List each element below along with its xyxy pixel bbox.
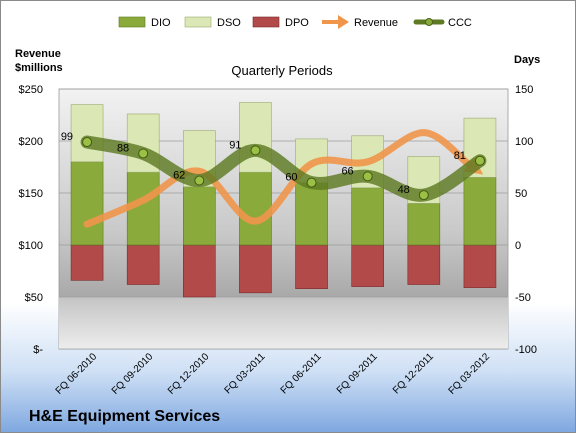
legend-swatch-dpo: [252, 16, 280, 28]
x-tick-label-1: FQ 09-2010: [110, 351, 156, 397]
ccc-point-0: [82, 137, 93, 148]
legend-label-dio: DIO: [151, 17, 171, 29]
right-tick-label-0: -100: [515, 344, 537, 356]
dio-bar-2: [183, 186, 216, 246]
dpo-bar-1: [126, 244, 160, 285]
left-tick-label-5: $250: [19, 84, 43, 96]
legend-item-ccc: CCC: [413, 17, 472, 29]
dio-bar-4: [295, 182, 328, 246]
ccc-data-label-3: 91: [229, 139, 241, 151]
x-tick-label-3: FQ 03-2011: [223, 351, 268, 396]
dio-bar-0: [70, 161, 104, 246]
x-tick-labels: FQ 06-2010 FQ 09-2010 FQ 12-2010 FQ 03-2011…: [54, 351, 493, 397]
ccc-point-4: [306, 177, 317, 188]
revenue-line: [83, 129, 472, 228]
legend: DIO DSO DPO Revenue CCC: [118, 15, 472, 29]
legend-label-dso: DSO: [217, 17, 241, 29]
ccc-point-2: [194, 175, 205, 186]
left-tick-label-4: $200: [19, 136, 43, 148]
legend-label-dpo: DPO: [285, 17, 309, 29]
legend-label-ccc: CCC: [448, 17, 472, 29]
plot-lower-band: [59, 297, 508, 349]
left-axis-label-line1: Revenue: [15, 48, 61, 60]
x-tick-label-6: FQ 12-2011: [391, 351, 436, 396]
ccc-point-7: [474, 155, 485, 166]
ccc-data-label-6: 48: [398, 184, 410, 196]
x-tick-label-5: FQ 09-2011: [335, 351, 380, 396]
dpo-bar-4: [295, 244, 328, 289]
dpo-bar-7: [463, 244, 497, 288]
legend-marker-ccc: [425, 18, 433, 26]
company-name: H&E Equipment Services: [29, 408, 220, 425]
right-tick-label-1: -50: [515, 292, 531, 304]
dio-bar-5: [351, 187, 384, 246]
left-tick-labels: $- $50 $100 $150 $200 $250: [19, 84, 44, 356]
legend-item-dio: DIO: [118, 16, 171, 29]
ccc-data-label-1: 88: [117, 142, 129, 154]
right-axis-label: Days: [514, 54, 540, 66]
left-tick-label-0: $-: [33, 344, 43, 356]
ccc-data-label-5: 66: [341, 165, 353, 177]
legend-swatch-dio: [118, 16, 146, 28]
ccc-data-label-0: 99: [61, 131, 73, 143]
x-tick-label-0: FQ 06-2010: [54, 351, 100, 397]
dpo-bar-3: [239, 244, 272, 294]
dpo-bar-6: [407, 244, 441, 285]
ccc-points: [82, 137, 485, 201]
dso-bar-3: [239, 102, 272, 173]
legend-label-revenue: Revenue: [354, 17, 398, 29]
ccc-data-label-4: 60: [285, 172, 297, 184]
left-tick-label-1: $50: [25, 292, 43, 304]
x-tick-label-2: FQ 12-2010: [166, 351, 212, 397]
x-tick-label-4: FQ 06-2011: [279, 351, 324, 396]
legend-item-dso: DSO: [184, 16, 241, 29]
ccc-data-label-2: 62: [173, 170, 185, 182]
dpo-bar-0: [70, 244, 104, 281]
legend-arrow-revenue: [338, 15, 349, 29]
dpo-bar-2: [183, 244, 216, 298]
ccc-point-1: [138, 148, 149, 159]
legend-item-revenue: Revenue: [322, 15, 398, 29]
right-tick-label-4: 100: [515, 136, 533, 148]
ccc-point-5: [362, 171, 373, 182]
chart-title: Quarterly Periods: [231, 63, 333, 78]
right-tick-label-2: 0: [515, 240, 521, 252]
dso-bar-0: [70, 104, 104, 163]
dio-bar-6: [407, 203, 441, 246]
data-labels: 99 88 62 91 60 66 48 81: [61, 131, 466, 196]
right-tick-label-5: 150: [515, 84, 533, 96]
ccc-point-3: [250, 145, 261, 156]
dio-bar-3: [239, 171, 272, 246]
legend-item-dpo: DPO: [252, 16, 309, 29]
dpo-bar-5: [351, 244, 384, 287]
left-tick-label-3: $150: [19, 188, 43, 200]
legend-swatch-dso: [184, 16, 212, 28]
x-tick-label-7: FQ 03-2012: [447, 351, 493, 397]
left-tick-label-2: $100: [19, 240, 43, 252]
ccc-point-6: [418, 190, 429, 201]
left-axis-label-line2: $millions: [15, 62, 63, 74]
right-tick-labels: -100 -50 0 50 100 150: [515, 84, 537, 356]
right-tick-label-3: 50: [515, 188, 527, 200]
ccc-data-label-7: 81: [454, 150, 466, 162]
dio-bar-7: [463, 177, 497, 246]
